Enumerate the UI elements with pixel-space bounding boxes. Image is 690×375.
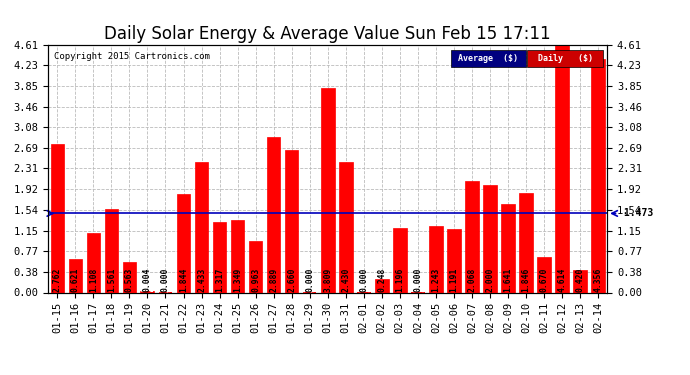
- Bar: [87, 233, 100, 292]
- Text: 3.809: 3.809: [323, 268, 333, 292]
- Text: 2.762: 2.762: [53, 268, 62, 292]
- Bar: [429, 226, 443, 292]
- Bar: [123, 262, 136, 292]
- Bar: [339, 162, 353, 292]
- Text: Daily   ($): Daily ($): [538, 54, 593, 63]
- Text: Copyright 2015 Cartronics.com: Copyright 2015 Cartronics.com: [54, 53, 210, 62]
- Text: 0.000: 0.000: [161, 268, 170, 292]
- Text: 2.068: 2.068: [468, 268, 477, 292]
- Bar: [267, 137, 280, 292]
- Text: 2.000: 2.000: [486, 268, 495, 292]
- Bar: [177, 194, 190, 292]
- Bar: [321, 88, 335, 292]
- Text: 2.660: 2.660: [287, 268, 296, 292]
- Text: 0.420: 0.420: [575, 268, 584, 292]
- Text: 4.356: 4.356: [593, 268, 602, 292]
- Title: Daily Solar Energy & Average Value Sun Feb 15 17:11: Daily Solar Energy & Average Value Sun F…: [104, 26, 551, 44]
- Bar: [465, 182, 479, 292]
- Text: 2.433: 2.433: [197, 268, 206, 292]
- Bar: [393, 228, 406, 292]
- Bar: [285, 150, 299, 292]
- Text: 1.349: 1.349: [233, 268, 242, 292]
- Bar: [195, 162, 208, 292]
- Text: 1.561: 1.561: [107, 268, 116, 292]
- Text: 1.473: 1.473: [618, 209, 653, 218]
- Bar: [249, 241, 262, 292]
- Text: 0.963: 0.963: [251, 268, 260, 292]
- Bar: [591, 58, 605, 292]
- Text: 1.846: 1.846: [522, 268, 531, 292]
- Text: 0.000: 0.000: [413, 268, 422, 292]
- Text: 0.563: 0.563: [125, 268, 134, 292]
- FancyBboxPatch shape: [527, 50, 603, 67]
- Bar: [538, 256, 551, 292]
- Bar: [375, 279, 388, 292]
- Text: 1.243: 1.243: [431, 268, 440, 292]
- Bar: [213, 222, 226, 292]
- Bar: [501, 204, 515, 292]
- Text: Average  ($): Average ($): [458, 54, 518, 63]
- Text: 0.004: 0.004: [143, 268, 152, 292]
- Bar: [68, 259, 82, 292]
- Text: 0.621: 0.621: [71, 268, 80, 292]
- Text: 4.614: 4.614: [558, 268, 566, 292]
- Text: 1.317: 1.317: [215, 268, 224, 292]
- Text: 1.108: 1.108: [89, 268, 98, 292]
- Text: 1.191: 1.191: [449, 268, 458, 292]
- Text: 2.430: 2.430: [342, 268, 351, 292]
- Text: 1.641: 1.641: [504, 268, 513, 292]
- Bar: [50, 144, 64, 292]
- Text: 1.196: 1.196: [395, 268, 404, 292]
- Text: 0.000: 0.000: [359, 268, 368, 292]
- Bar: [573, 270, 587, 292]
- Bar: [447, 228, 461, 292]
- Bar: [105, 209, 118, 292]
- Text: 1.844: 1.844: [179, 268, 188, 292]
- Bar: [520, 194, 533, 292]
- Text: 0.670: 0.670: [540, 268, 549, 292]
- Text: 0.248: 0.248: [377, 268, 386, 292]
- Text: 0.000: 0.000: [305, 268, 314, 292]
- FancyBboxPatch shape: [451, 50, 526, 67]
- Bar: [555, 45, 569, 292]
- Bar: [231, 220, 244, 292]
- Text: 2.889: 2.889: [269, 268, 278, 292]
- Bar: [483, 185, 497, 292]
